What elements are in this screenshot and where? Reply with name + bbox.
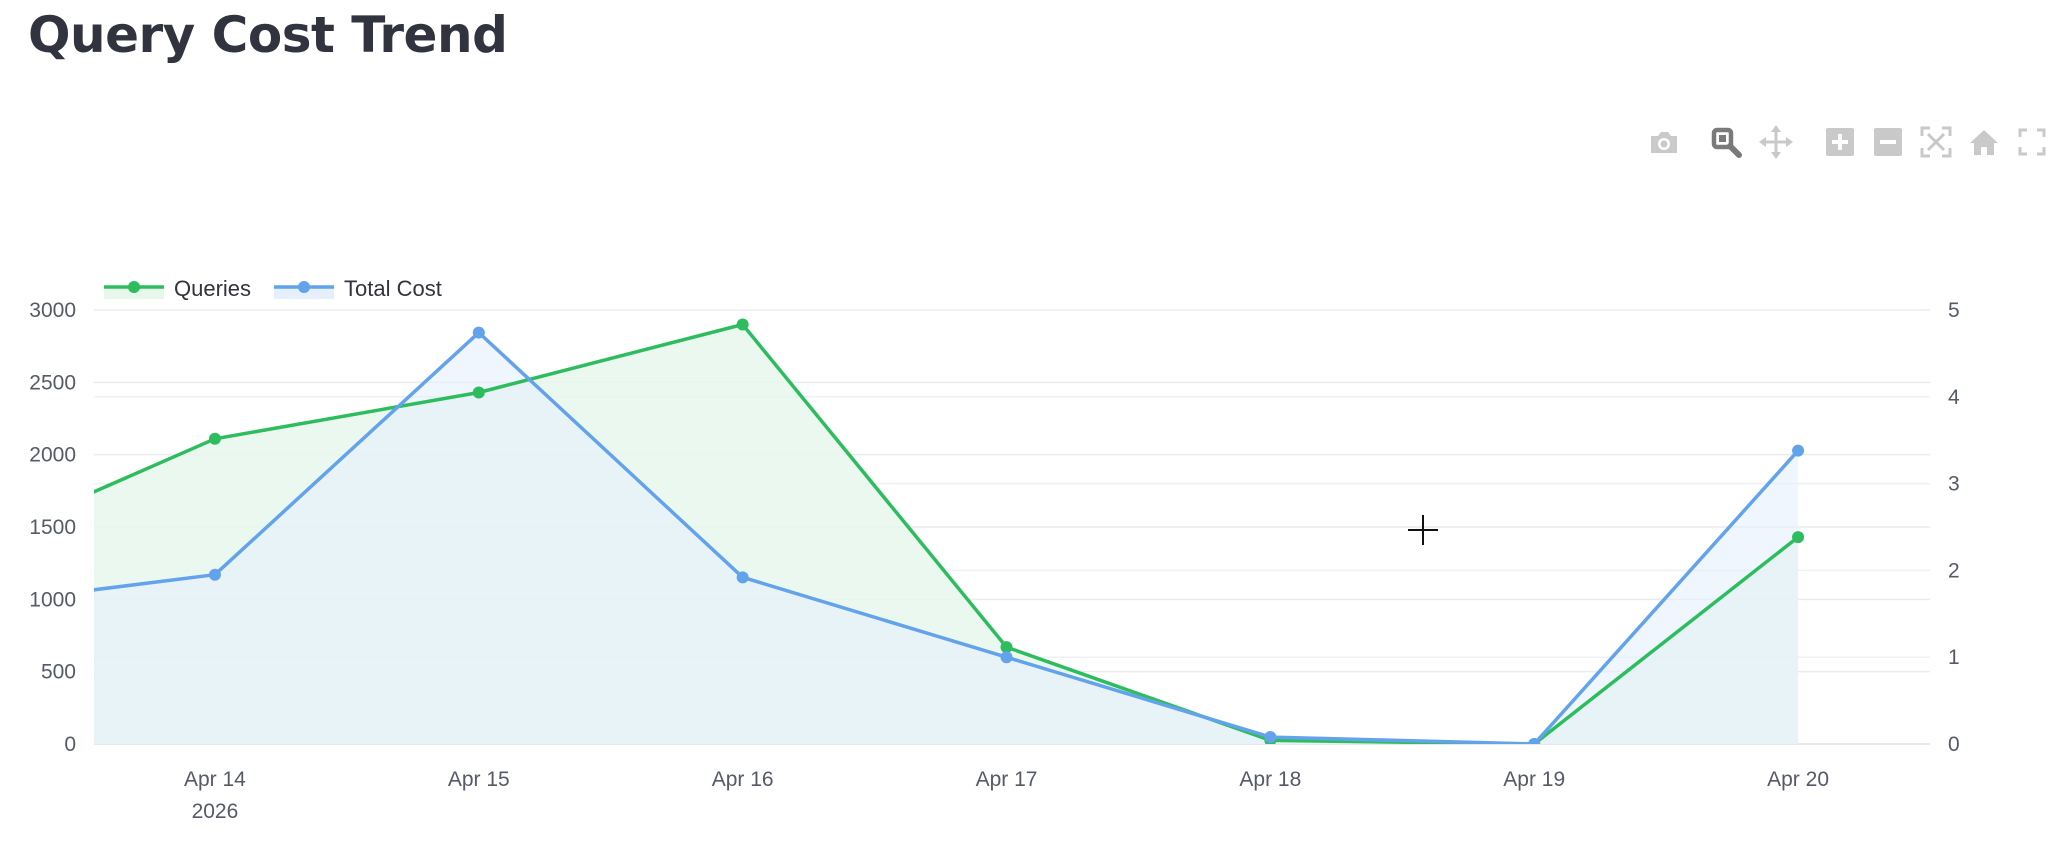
right-axis-tick-label: 4	[1948, 386, 1960, 409]
left-axis-tick-label: 1500	[29, 516, 76, 539]
chart-modebar	[1588, 122, 2048, 162]
data-point-queries[interactable]	[1000, 641, 1013, 654]
right-axis-tick-label: 1	[1948, 646, 1960, 669]
x-axis-tick-label: Apr 17	[976, 768, 1038, 791]
right-axis-tick-label: 0	[1948, 733, 1960, 756]
left-axis-tick-label: 2000	[29, 444, 76, 467]
fullscreen-icon[interactable]	[2012, 122, 2048, 162]
series-line-total-cost	[94, 330, 1800, 744]
right-axis-tick-label: 2	[1948, 559, 1960, 582]
data-point-queries[interactable]	[208, 432, 221, 445]
data-point-total-cost[interactable]	[736, 571, 749, 584]
data-point-total-cost[interactable]	[472, 326, 485, 339]
camera-icon[interactable]	[1644, 122, 1684, 162]
right-axis-tick-label: 3	[1948, 473, 1960, 496]
x-axis-tick-label: Apr 18	[1239, 768, 1301, 791]
legend-marker	[298, 281, 310, 293]
x-axis-tick-label: Apr 20	[1767, 768, 1829, 791]
data-point-queries[interactable]	[736, 318, 749, 331]
pan-icon[interactable]	[1756, 122, 1796, 162]
legend-marker	[128, 281, 140, 293]
zoom-in-icon[interactable]	[1820, 122, 1860, 162]
legend-item-total-cost[interactable]: Total Cost	[274, 276, 442, 301]
zoom-out-icon[interactable]	[1868, 122, 1908, 162]
left-axis-tick-label: 0	[64, 733, 76, 756]
right-axis-tick-label: 5	[1948, 299, 1960, 322]
legend[interactable]: Queries Total Cost	[104, 276, 442, 301]
x-axis-year-label: 2026	[192, 800, 239, 823]
data-point-total-cost[interactable]	[1000, 651, 1013, 664]
x-axis-tick-label: Apr 15	[448, 768, 510, 791]
axis-labels: 0 500 1000 1500 2000 2500 3000 0 1 2 3 4 5 Apr 14 2026…	[29, 299, 1960, 823]
x-axis-tick-label: Apr 16	[712, 768, 774, 791]
left-axis-tick-label: 500	[41, 661, 76, 684]
left-axis-tick-label: 1000	[29, 588, 76, 611]
data-point-total-cost[interactable]	[208, 568, 221, 581]
left-axis-tick-label: 2500	[29, 371, 76, 394]
data-point-queries[interactable]	[472, 386, 485, 399]
series-area-total-cost	[94, 332, 1799, 744]
legend-label: Queries	[174, 276, 251, 301]
data-point-queries[interactable]	[1792, 531, 1805, 544]
series-lines	[94, 318, 1805, 750]
legend-label: Total Cost	[344, 276, 442, 301]
area-fills	[94, 324, 1799, 744]
data-point-total-cost[interactable]	[1792, 444, 1805, 457]
reset-axes-icon[interactable]	[1964, 122, 2004, 162]
left-axis-tick-label: 3000	[29, 299, 76, 322]
legend-item-queries[interactable]: Queries	[104, 276, 251, 301]
autoscale-icon[interactable]	[1916, 122, 1956, 162]
data-point-total-cost[interactable]	[1264, 731, 1277, 744]
page-title: Query Cost Trend	[28, 6, 508, 64]
x-axis-tick-label: Apr 19	[1503, 768, 1565, 791]
data-point-total-cost[interactable]	[1528, 738, 1541, 750]
x-axis-tick-label: Apr 14	[184, 768, 246, 791]
zoom-icon[interactable]	[1706, 122, 1746, 162]
